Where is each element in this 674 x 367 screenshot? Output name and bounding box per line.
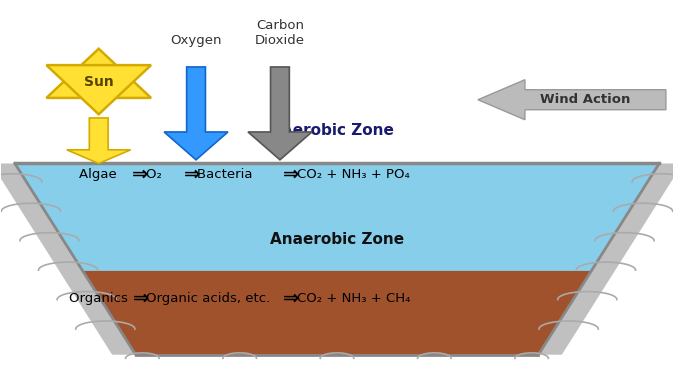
Text: Aerobic Zone: Aerobic Zone xyxy=(280,123,394,138)
Polygon shape xyxy=(478,80,666,120)
Text: ⇒: ⇒ xyxy=(132,165,149,184)
Text: Oxygen: Oxygen xyxy=(171,34,222,47)
Polygon shape xyxy=(0,163,674,355)
Text: Algae: Algae xyxy=(79,168,121,181)
Text: ⇒: ⇒ xyxy=(283,289,300,308)
Polygon shape xyxy=(47,65,151,114)
Text: Organic acids, etc.: Organic acids, etc. xyxy=(146,292,279,305)
Polygon shape xyxy=(47,49,151,98)
Text: Wind Action: Wind Action xyxy=(540,93,631,106)
Polygon shape xyxy=(67,118,131,163)
Text: ⇒: ⇒ xyxy=(283,165,300,184)
Text: Anaerobic Zone: Anaerobic Zone xyxy=(270,232,404,247)
Text: CO₂ + NH₃ + PO₄: CO₂ + NH₃ + PO₄ xyxy=(297,168,410,181)
Text: Carbon
Dioxide: Carbon Dioxide xyxy=(255,19,305,47)
Polygon shape xyxy=(15,163,659,271)
Text: O₂: O₂ xyxy=(146,168,170,181)
Polygon shape xyxy=(164,67,228,160)
Text: ⇒: ⇒ xyxy=(184,165,200,184)
Text: ⇒: ⇒ xyxy=(133,289,150,308)
Text: Sun: Sun xyxy=(84,75,114,88)
Text: Organics: Organics xyxy=(69,292,131,305)
Text: CO₂ + NH₃ + CH₄: CO₂ + NH₃ + CH₄ xyxy=(297,292,410,305)
Polygon shape xyxy=(83,271,591,355)
Polygon shape xyxy=(248,67,312,160)
Text: Bacteria: Bacteria xyxy=(197,168,262,181)
